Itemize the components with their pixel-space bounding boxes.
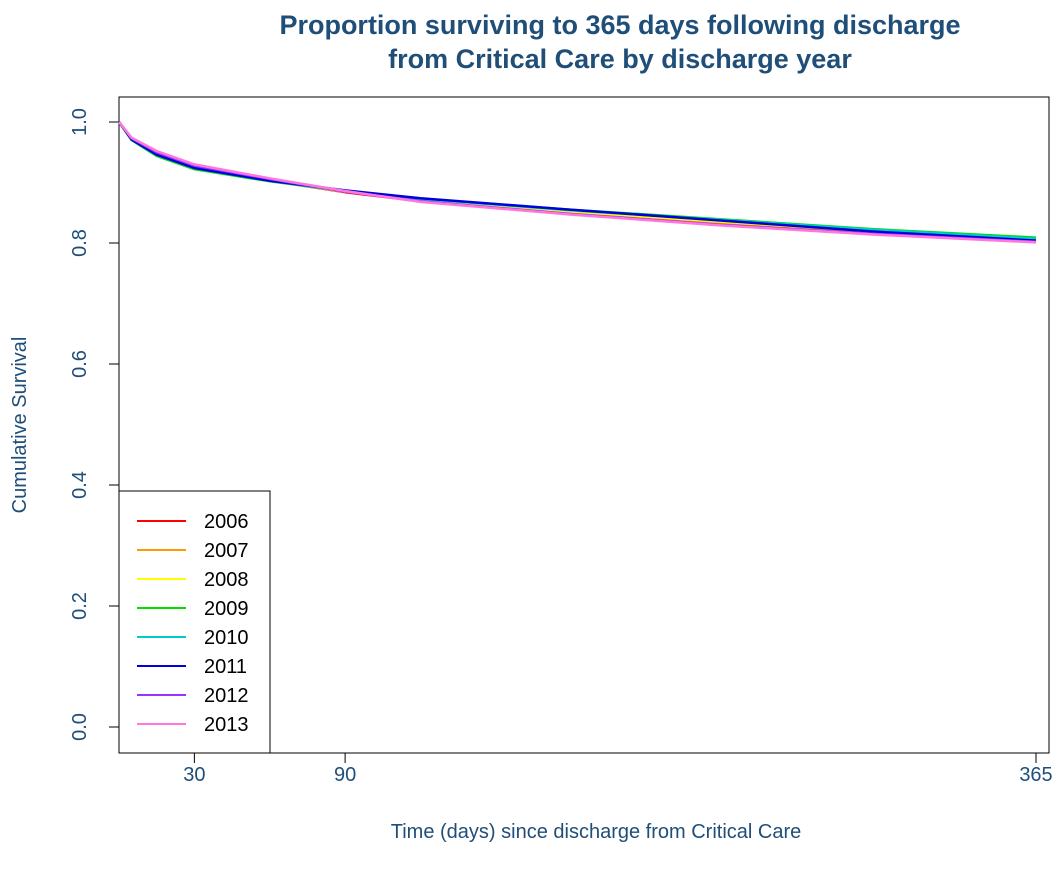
y-tick-label: 0.6 (69, 350, 91, 378)
y-tick-label: 1.0 (69, 108, 91, 136)
legend-label-2012: 2012 (204, 685, 249, 707)
series-line-2008 (117, 121, 1037, 241)
x-tick-label: 30 (183, 764, 205, 786)
series-lines (117, 121, 1037, 244)
series-line-2009 (117, 121, 1037, 239)
plot-area-frame (118, 96, 1050, 754)
y-axis-title: Cumulative Survival (9, 337, 31, 514)
series-line-2013 (118, 121, 1037, 244)
chart-title: Proportion surviving to 365 days followi… (120, 8, 1064, 76)
y-tick-label: 0.8 (69, 229, 91, 257)
series-line-2012 (118, 121, 1037, 244)
legend-label-2006: 2006 (204, 511, 249, 533)
y-tick-label: 0.2 (69, 592, 91, 620)
x-tick-label: 365 (1019, 764, 1052, 786)
y-axis: 0.0 0.2 0.4 0.6 0.8 1.0 (69, 108, 119, 741)
legend: 2006 2007 2008 2009 2010 2011 2012 2013 (118, 490, 271, 754)
legend-label-2013: 2013 (204, 714, 249, 736)
legend-label-2008: 2008 (204, 569, 249, 591)
legend-label-2007: 2007 (204, 540, 249, 562)
legend-label-2011: 2011 (204, 656, 247, 678)
x-axis-title: Time (days) since discharge from Critica… (391, 821, 801, 843)
series-line-2007 (118, 121, 1037, 242)
y-tick-label: 0.4 (69, 471, 91, 499)
legend-box (118, 490, 271, 754)
legend-label-2010: 2010 (204, 627, 249, 649)
series-line-2011 (117, 121, 1037, 242)
chart-title-line-2: from Critical Care by discharge year (388, 44, 852, 74)
chart-title-line-1: Proportion surviving to 365 days followi… (279, 10, 961, 40)
y-tick-label: 0.0 (69, 713, 91, 741)
legend-label-2009: 2009 (204, 598, 249, 620)
x-axis: 30 90 365 (183, 753, 1053, 786)
series-line-2006 (117, 121, 1037, 243)
x-tick-label: 90 (334, 764, 356, 786)
